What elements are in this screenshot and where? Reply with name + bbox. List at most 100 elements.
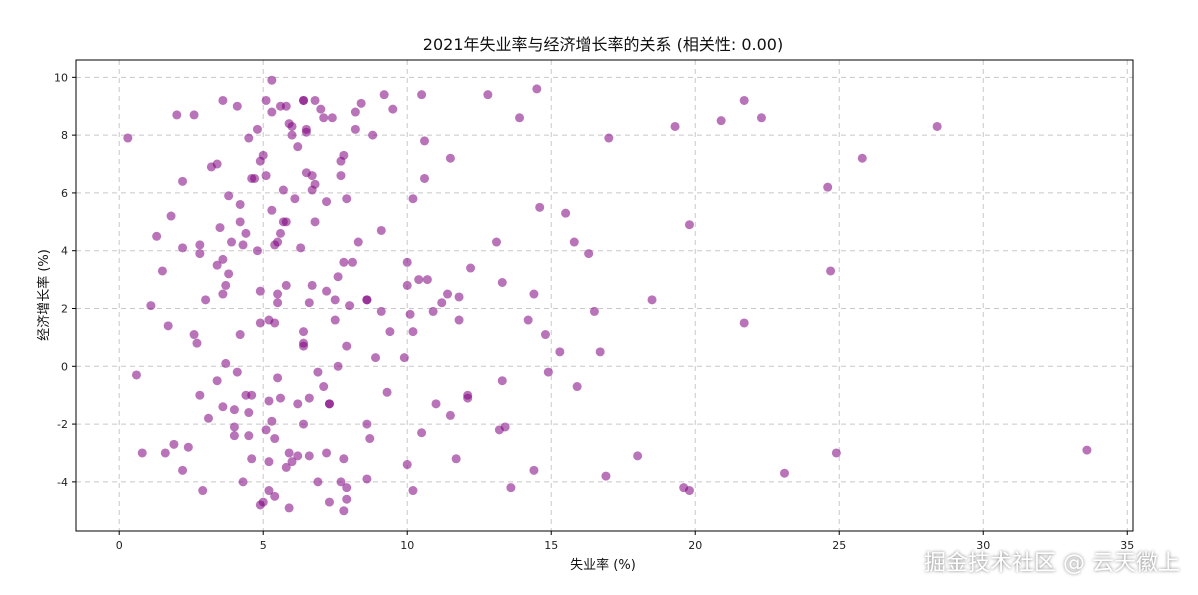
data-point: [224, 269, 234, 279]
data-point: [601, 471, 611, 481]
data-point: [299, 95, 309, 105]
data-point: [342, 194, 352, 204]
data-point: [212, 376, 222, 386]
data-point: [379, 90, 389, 100]
data-point: [491, 237, 501, 247]
data-point: [569, 237, 579, 247]
data-point: [192, 338, 202, 348]
data-point: [273, 298, 283, 308]
data-point: [252, 246, 262, 256]
data-point: [408, 327, 418, 337]
data-point: [376, 225, 386, 235]
data-point: [535, 202, 545, 212]
data-point: [273, 289, 283, 299]
data-point: [310, 179, 320, 189]
data-point: [347, 257, 357, 267]
data-point: [333, 272, 343, 282]
data-point: [529, 465, 539, 475]
data-point: [419, 136, 429, 146]
data-point: [339, 454, 349, 464]
data-point: [408, 486, 418, 496]
data-point: [405, 309, 415, 319]
data-point: [270, 491, 280, 501]
y-tick-label: 8: [61, 129, 68, 142]
data-point: [313, 477, 323, 487]
data-point: [1082, 445, 1092, 455]
y-tick-label: 2: [61, 303, 68, 316]
y-axis-label: 经济增长率 (%): [36, 249, 52, 341]
data-point: [371, 353, 381, 363]
data-point: [229, 431, 239, 441]
data-point: [739, 318, 749, 328]
data-point: [422, 275, 432, 285]
data-point: [255, 286, 265, 296]
data-point: [235, 217, 245, 227]
data-point: [299, 419, 309, 429]
data-point: [310, 95, 320, 105]
data-point: [437, 298, 447, 308]
data-point: [290, 194, 300, 204]
data-point: [273, 237, 283, 247]
data-point: [826, 266, 836, 276]
data-point: [281, 462, 291, 472]
data-point: [275, 228, 285, 238]
data-point: [443, 289, 453, 299]
data-point: [123, 133, 133, 143]
data-point: [414, 275, 424, 285]
data-point: [506, 483, 516, 493]
data-point: [463, 390, 473, 400]
data-point: [497, 277, 507, 287]
points: [123, 75, 1092, 516]
chart-title: 2021年失业率与经济增长率的关系 (相关性: 0.00): [423, 35, 783, 54]
data-point: [293, 451, 303, 461]
data-point: [319, 382, 329, 392]
data-point: [543, 367, 553, 377]
data-point: [227, 237, 237, 247]
data-point: [324, 497, 334, 507]
x-tick-label: 30: [976, 539, 990, 552]
x-ticks: 0 5 10 15 20 25 30 35: [116, 531, 1134, 552]
data-point: [178, 176, 188, 186]
data-point: [419, 173, 429, 183]
data-point: [247, 454, 257, 464]
data-point: [304, 298, 314, 308]
data-point: [356, 98, 366, 108]
y-tick-label: 4: [61, 245, 68, 258]
data-point: [362, 474, 372, 484]
data-point: [218, 402, 228, 412]
data-point: [296, 243, 306, 253]
data-point: [330, 295, 340, 305]
data-point: [339, 506, 349, 516]
data-point: [281, 101, 291, 111]
y-tick-label: -2: [57, 418, 68, 431]
data-point: [595, 347, 605, 357]
data-point: [831, 448, 841, 458]
data-point: [368, 130, 378, 140]
data-point: [310, 217, 320, 227]
data-point: [365, 434, 375, 444]
data-point: [529, 289, 539, 299]
data-point: [362, 295, 372, 305]
data-point: [261, 425, 271, 435]
data-point: [739, 95, 749, 105]
data-point: [376, 306, 386, 316]
data-point: [157, 266, 167, 276]
data-point: [137, 448, 147, 458]
data-point: [232, 101, 242, 111]
data-point: [293, 142, 303, 152]
data-point: [333, 361, 343, 371]
data-point: [399, 353, 409, 363]
data-point: [431, 399, 441, 409]
data-point: [561, 208, 571, 218]
data-point: [523, 315, 533, 325]
data-point: [336, 477, 346, 487]
data-point: [183, 442, 193, 452]
data-point: [189, 110, 199, 120]
data-point: [540, 330, 550, 340]
y-ticks: -4 -2 0 2 4 6 8 10: [54, 71, 76, 489]
data-point: [362, 419, 372, 429]
data-point: [454, 315, 464, 325]
data-point: [342, 341, 352, 351]
data-point: [417, 428, 427, 438]
